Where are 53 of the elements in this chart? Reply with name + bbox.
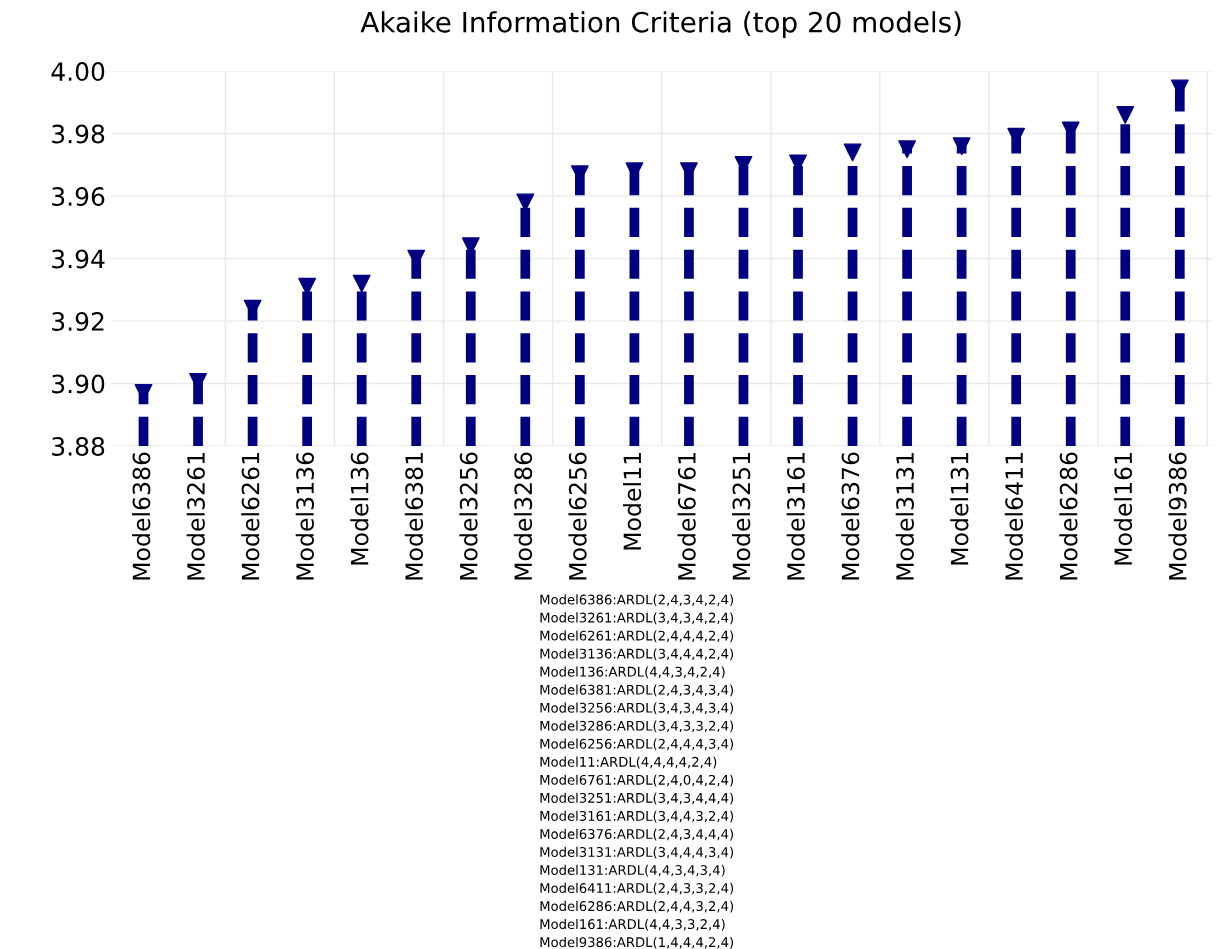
chart-title: Akaike Information Criteria (top 20 models): [360, 11, 961, 39]
x-tick-label: Model136: [350, 452, 369, 565]
point: [952, 137, 971, 156]
x-tick-label: Model6761: [677, 453, 696, 580]
y-tick-label: 3.90: [52, 374, 105, 394]
y-tick-label: 4.00: [51, 62, 105, 82]
x-tick-label: Model6381: [404, 453, 424, 580]
x-tick-label: Model131: [950, 453, 969, 565]
x-tick-label: Model3261: [186, 453, 205, 580]
text: Model6376:ARDL(2,4,3,4,4,4): [540, 828, 734, 841]
text: Model6761:ARDL(2,4,0,4,2,4): [540, 774, 734, 787]
x-tick-label: Model3136: [295, 452, 314, 580]
text: Model6256:ARDL(2,4,4,4,3,4): [540, 738, 734, 751]
x-tick-label: Model6286: [1059, 452, 1078, 580]
text: Model3261:ARDL(3,4,3,4,2,4): [540, 612, 734, 625]
point: [898, 140, 917, 159]
y-tick-label: 3.88: [52, 436, 105, 456]
x-tick-label: Model6376: [841, 452, 860, 580]
text: Model3256:ARDL(3,4,3,4,3,4): [540, 702, 734, 715]
text: Model3131:ARDL(3,4,4,4,3,4): [540, 846, 734, 859]
text: Model131:ARDL(4,4,3,4,3,4): [540, 864, 725, 877]
y-tick-label: 3.96: [52, 187, 105, 206]
x-tick-label: Model9386: [1168, 452, 1187, 580]
x-tick-label: Model3131: [895, 453, 914, 580]
text: Model6411:ARDL(2,4,3,3,2,4): [540, 882, 734, 895]
x-tick-label: Model3161: [786, 453, 805, 580]
text: Model6386:ARDL(2,4,3,4,2,4): [540, 594, 734, 607]
y-tick-label: 3.98: [52, 124, 105, 144]
text: Model9386:ARDL(1,4,4,4,2,4): [540, 936, 734, 949]
text: Model3251:ARDL(3,4,3,4,4,4): [540, 792, 734, 805]
text: Model11:ARDL(4,4,4,4,2,4): [540, 756, 717, 769]
text: Model3286:ARDL(3,4,3,3,2,4): [540, 720, 734, 733]
x-tick-label: Model6386: [132, 452, 151, 580]
x-tick-label: Model3251: [732, 453, 751, 580]
x-tick-label: Model11: [622, 453, 642, 550]
text: Model3161:ARDL(3,4,4,3,2,4): [540, 810, 734, 823]
point: [1116, 105, 1135, 124]
x-tick-label: Model6261: [241, 453, 260, 580]
x-tick-label: Model6411: [1004, 453, 1024, 580]
text: Model6286:ARDL(2,4,4,3,2,4): [540, 900, 734, 913]
text: Model161:ARDL(4,4,3,3,2,4): [540, 918, 725, 931]
text: Model136:ARDL(4,4,3,4,2,4): [540, 666, 725, 679]
x-tick-label: Model6256: [568, 452, 587, 580]
text: Model3136:ARDL(3,4,4,4,2,4): [540, 648, 734, 661]
x-tick-label: Model3286: [513, 452, 533, 580]
text: Model6381:ARDL(2,4,3,4,3,4): [540, 684, 734, 697]
text: Model6261:ARDL(2,4,4,4,2,4): [540, 630, 734, 643]
point: [352, 274, 371, 293]
x-tick-label: Model161: [1113, 453, 1133, 565]
x-tick-label: Model3256: [459, 452, 478, 580]
y-tick-label: 3.94: [52, 249, 105, 269]
y-tick-label: 3.92: [52, 312, 104, 331]
point: [843, 143, 862, 162]
